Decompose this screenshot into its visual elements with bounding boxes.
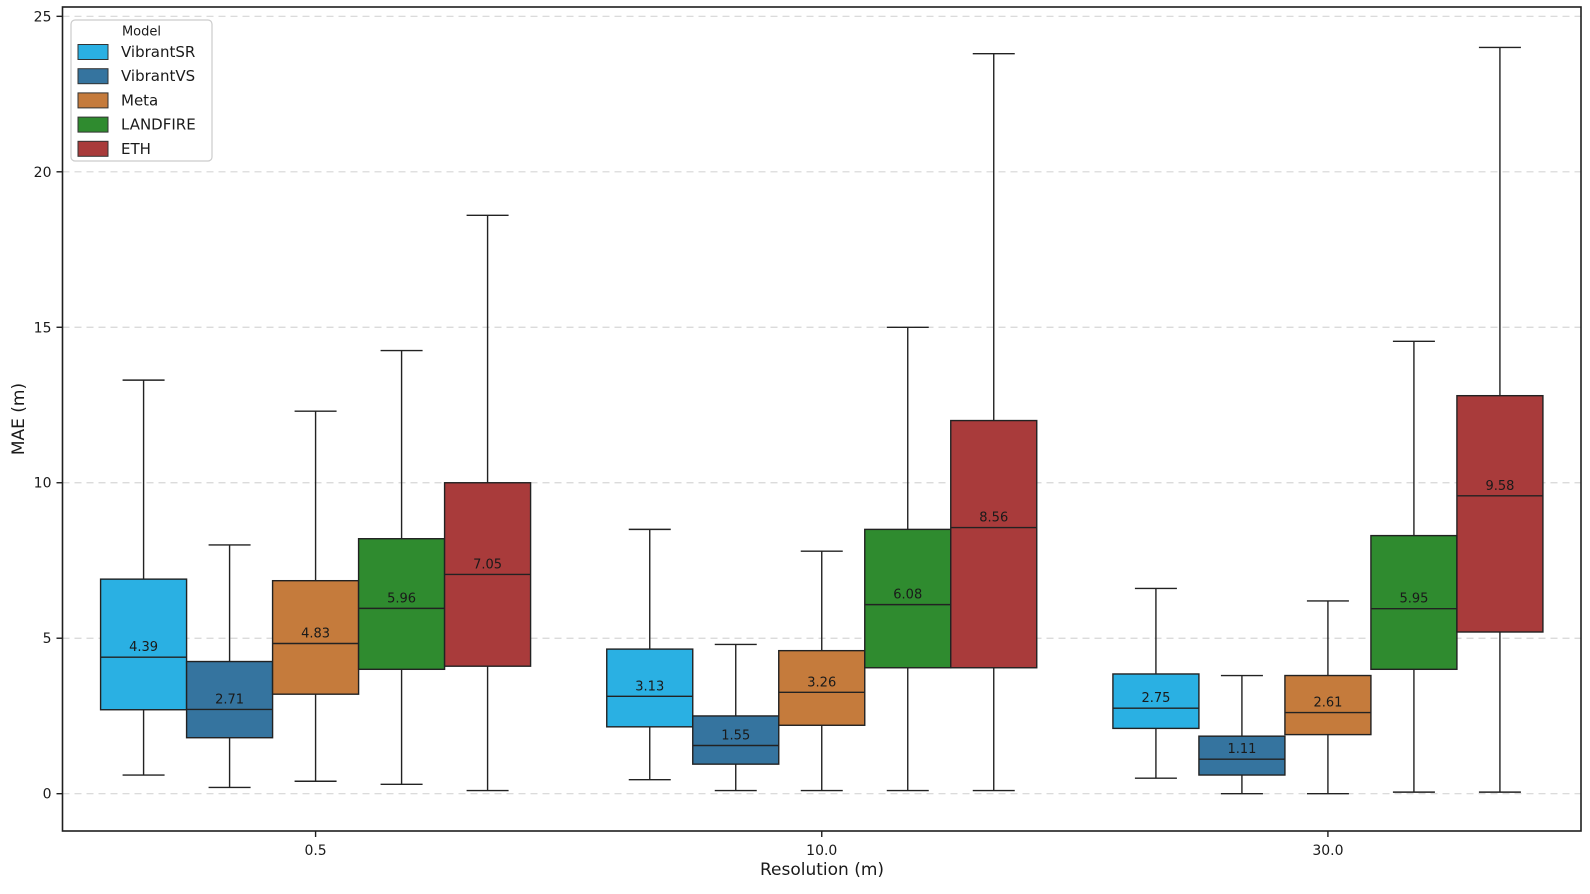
iqr-box bbox=[1456, 394, 1544, 633]
y-tick-label: 15 bbox=[34, 320, 52, 336]
median-label: 8.56 bbox=[979, 511, 1008, 526]
iqr-box bbox=[357, 538, 446, 671]
iqr-box bbox=[1112, 673, 1200, 730]
legend-entry-label: ETH bbox=[121, 140, 151, 158]
y-tick-label: 10 bbox=[34, 476, 52, 492]
x-tick-label: 0.5 bbox=[304, 843, 326, 859]
legend: Model VibrantSR VibrantVS Meta LANDFIRE ETH bbox=[70, 19, 213, 162]
y-tick-label: 25 bbox=[34, 9, 52, 25]
iqr-box bbox=[1370, 534, 1458, 671]
y-tick-label: 20 bbox=[34, 165, 52, 181]
iqr-box bbox=[99, 578, 188, 711]
iqr-box bbox=[864, 528, 952, 669]
x-axis-title: Resolution (m) bbox=[760, 860, 884, 880]
iqr-box bbox=[271, 579, 360, 695]
iqr-box bbox=[185, 660, 274, 739]
median-label: 2.61 bbox=[1313, 696, 1342, 711]
median-label: 2.75 bbox=[1141, 691, 1170, 706]
x-tick-label: 10.0 bbox=[806, 843, 837, 859]
median-label: 1.55 bbox=[721, 728, 750, 743]
legend-entries: VibrantSR VibrantVS Meta LANDFIRE ETH bbox=[77, 43, 196, 158]
legend-entry-label: LANDFIRE bbox=[121, 116, 196, 134]
median-label: 5.96 bbox=[387, 591, 416, 606]
median-label: 3.13 bbox=[635, 679, 664, 694]
iqr-box bbox=[950, 419, 1038, 669]
legend-entry-label: VibrantSR bbox=[121, 43, 195, 61]
legend-swatch bbox=[77, 116, 109, 133]
median-label: 5.95 bbox=[1399, 592, 1428, 607]
y-tick-label: 0 bbox=[43, 787, 52, 803]
median-label: 2.71 bbox=[215, 692, 244, 707]
median-label: 4.83 bbox=[301, 627, 330, 642]
box-layer: 4.39 3.13 2.75 2.71 1.55 1.11 4.83 3.26 2.61 5.96… bbox=[99, 46, 1544, 795]
iqr-box bbox=[692, 715, 780, 765]
median-label: 1.11 bbox=[1227, 742, 1256, 757]
legend-entry-label: VibrantVS bbox=[121, 67, 195, 85]
y-axis-title: MAE (m) bbox=[9, 383, 29, 455]
median-label: 9.58 bbox=[1485, 479, 1514, 494]
legend-entry-label: Meta bbox=[121, 91, 158, 109]
legend-title: Model bbox=[122, 25, 161, 40]
y-tick-label: 5 bbox=[43, 631, 52, 647]
iqr-box bbox=[1198, 735, 1286, 776]
iqr-box bbox=[606, 648, 694, 728]
median-label: 7.05 bbox=[473, 557, 502, 572]
median-label: 6.08 bbox=[893, 588, 922, 603]
axes-layer: 0 5 10 15 20 25 0.5 10.0 30.0 bbox=[34, 6, 1582, 859]
legend-swatch bbox=[77, 92, 109, 109]
x-tick-label: 30.0 bbox=[1312, 843, 1343, 859]
iqr-box bbox=[778, 649, 866, 726]
legend-swatch bbox=[77, 44, 109, 60]
iqr-box bbox=[1284, 674, 1372, 736]
legend-swatch bbox=[77, 68, 109, 85]
legend-swatch bbox=[77, 140, 109, 157]
median-label: 4.39 bbox=[129, 640, 158, 655]
median-label: 3.26 bbox=[807, 675, 836, 690]
